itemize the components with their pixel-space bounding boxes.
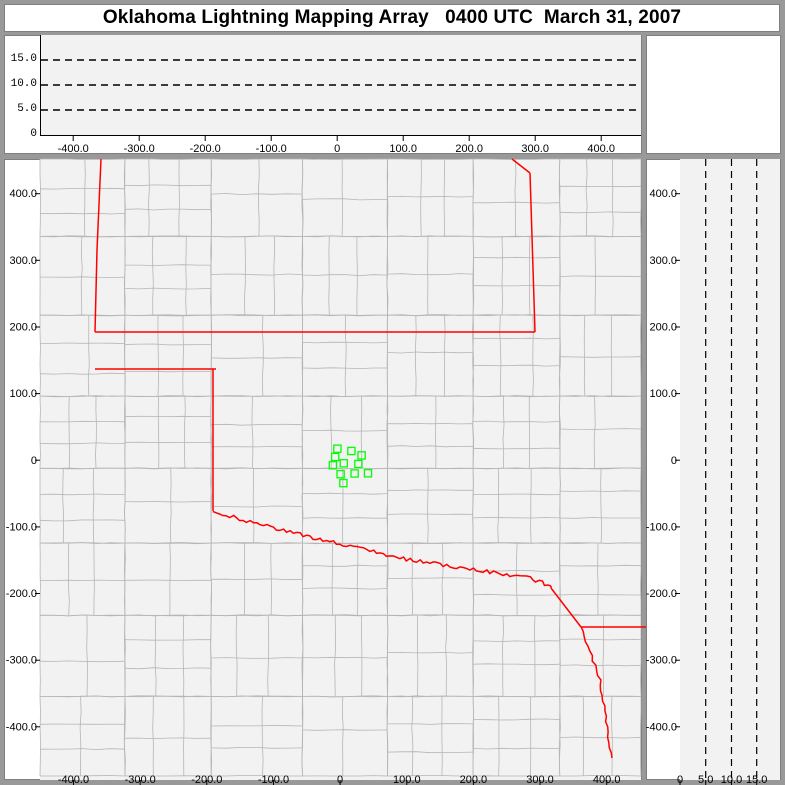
svg-text:100.0: 100.0 xyxy=(649,388,677,400)
svg-text:-300.0: -300.0 xyxy=(646,655,677,667)
svg-text:0: 0 xyxy=(677,774,683,785)
svg-text:10.0: 10.0 xyxy=(721,774,742,785)
svg-text:-400.0: -400.0 xyxy=(646,721,677,733)
svg-text:200.0: 200.0 xyxy=(649,322,677,334)
svg-text:5.0: 5.0 xyxy=(698,774,713,785)
svg-text:-100.0: -100.0 xyxy=(646,521,677,533)
svg-text:15.0: 15.0 xyxy=(746,774,767,785)
svg-text:-200.0: -200.0 xyxy=(646,588,677,600)
svg-text:0: 0 xyxy=(671,455,677,467)
svg-text:300.0: 300.0 xyxy=(649,255,677,267)
svg-text:400.0: 400.0 xyxy=(649,188,677,200)
